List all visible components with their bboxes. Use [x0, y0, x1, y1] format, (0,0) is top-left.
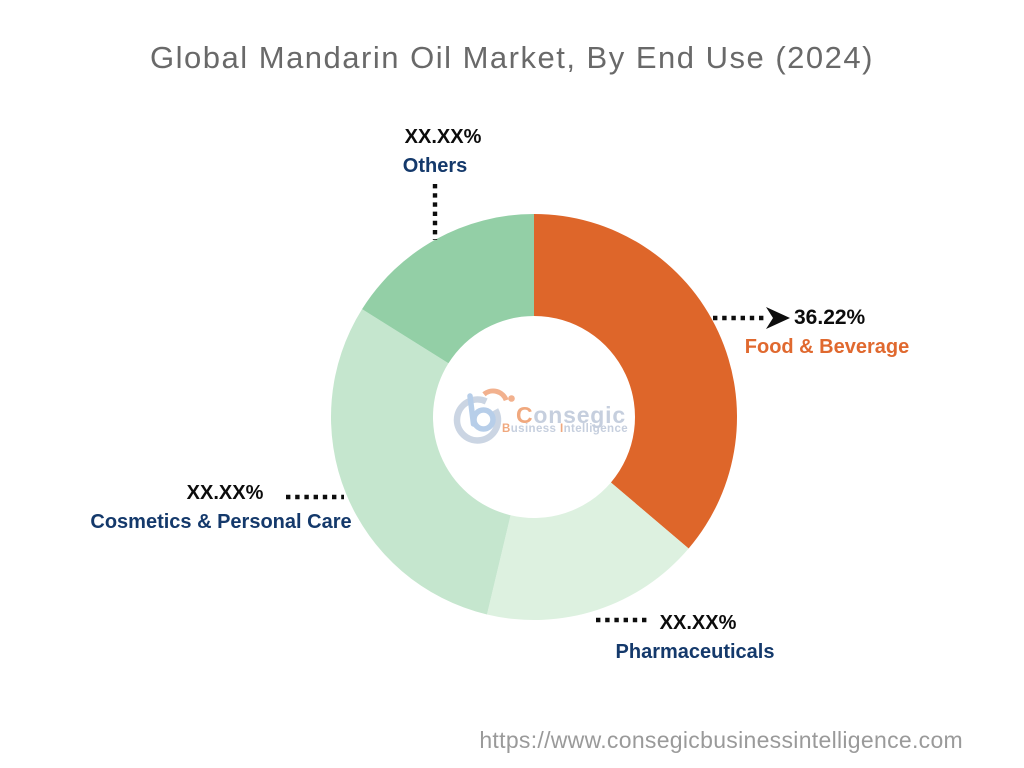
source-url: https://www.consegicbusinessintelligence… [479, 727, 963, 753]
value-label-pharmaceuticals: XX.XX% [659, 612, 737, 634]
value-label-food-beverage: 36.22% [794, 306, 866, 329]
arrowhead-food-beverage [766, 307, 790, 329]
donut-chart [331, 214, 738, 621]
value-label-others: XX.XX% [404, 126, 482, 148]
segment-label-food-beverage: Food & Beverage [744, 336, 910, 358]
donut-segment-cosmetics-personal-care [331, 309, 511, 615]
segment-label-pharmaceuticals: Pharmaceuticals [615, 641, 775, 663]
donut-segment-food-beverage [534, 214, 738, 549]
chart-title: Global Mandarin Oil Market, By End Use (… [150, 40, 874, 75]
watermark-brand-text: Consegic [516, 402, 626, 428]
segment-label-others: Others [402, 155, 468, 177]
value-label-cosmetics: XX.XX% [186, 482, 264, 504]
segment-label-cosmetics: Cosmetics & Personal Care [90, 511, 352, 533]
donut-segment-pharmaceuticals [486, 482, 689, 621]
donut-segment-others [362, 214, 534, 364]
watermark-tagline-text: Business Intelligence [502, 423, 629, 435]
